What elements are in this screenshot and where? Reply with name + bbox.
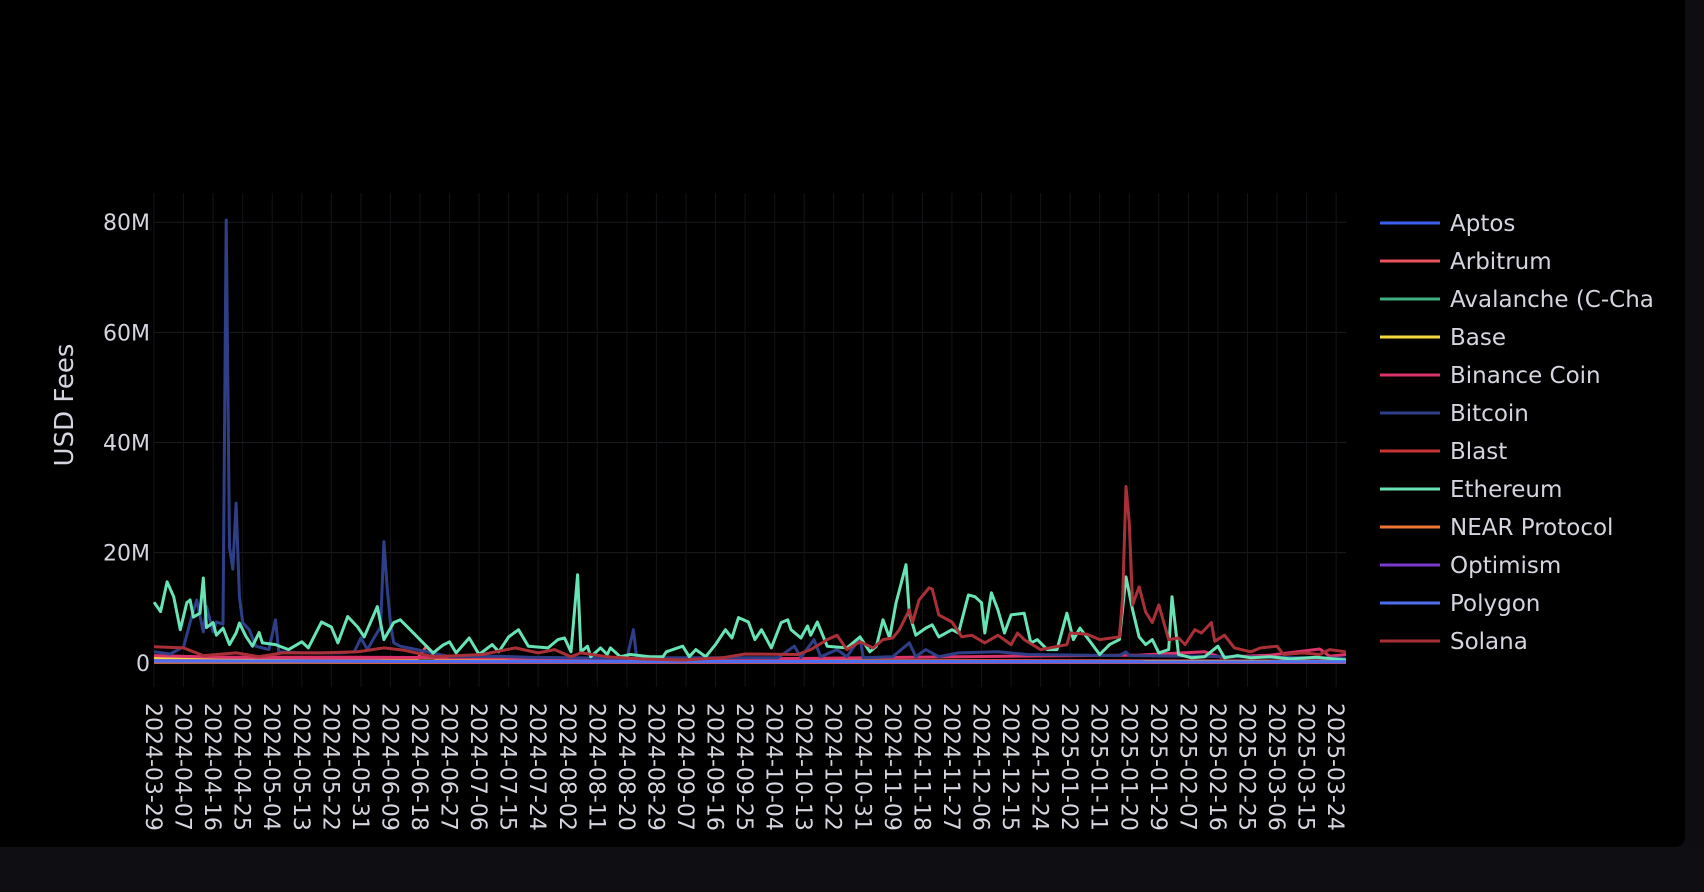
legend-item[interactable]: Solana <box>1380 629 1528 655</box>
series-line-ethereum <box>152 563 1347 662</box>
x-tick-label: 2024-05-13 <box>288 703 313 831</box>
x-tick-label: 2025-02-25 <box>1233 703 1258 831</box>
x-tick-label: 2025-03-24 <box>1322 703 1347 831</box>
x-tick-label: 2024-07-15 <box>495 703 520 831</box>
x-tick-label: 2024-07-06 <box>465 703 490 831</box>
legend-item[interactable]: Aptos <box>1380 211 1515 237</box>
legend-item[interactable]: Base <box>1380 325 1506 351</box>
legend-item[interactable]: Arbitrum <box>1380 249 1552 275</box>
series-lines <box>152 218 1347 664</box>
legend-label: Solana <box>1450 629 1528 655</box>
legend-label: Bitcoin <box>1450 401 1529 427</box>
y-tick-label: 40M <box>103 431 150 456</box>
legend: Aptos Arbitrum Avalanche (C-Cha Base Binance… <box>1380 211 1654 655</box>
x-tick-label: 2024-10-22 <box>820 703 845 831</box>
legend-item[interactable]: Avalanche (C-Cha <box>1380 287 1654 313</box>
series-line-polygon <box>153 659 1347 664</box>
bottom-bar <box>0 847 1704 892</box>
y-tick-label: 80M <box>103 211 150 236</box>
y-tick-label: 0 <box>136 652 150 677</box>
y-tick-label: 20M <box>103 542 150 567</box>
legend-label: Aptos <box>1450 211 1515 237</box>
y-tick-label: 60M <box>103 321 150 346</box>
y-axis-ticks: 0 20M 40M 60M 80M <box>103 211 150 677</box>
gridlines <box>153 193 1346 687</box>
legend-label: Base <box>1450 325 1506 351</box>
x-tick-label: 2024-08-11 <box>583 703 608 831</box>
legend-item[interactable]: Blast <box>1380 439 1507 465</box>
x-tick-label: 2024-04-25 <box>229 703 254 831</box>
x-tick-label: 2025-02-07 <box>1174 703 1199 831</box>
x-tick-label: 2025-02-16 <box>1204 703 1229 831</box>
legend-label: NEAR Protocol <box>1450 515 1613 541</box>
x-tick-label: 2025-03-06 <box>1263 703 1288 831</box>
x-tick-label: 2024-06-09 <box>376 703 401 831</box>
legend-label: Blast <box>1450 439 1507 465</box>
x-tick-label: 2024-04-07 <box>170 703 195 831</box>
x-tick-label: 2024-08-02 <box>554 703 579 831</box>
x-tick-label: 2024-06-18 <box>406 703 431 831</box>
legend-label: Polygon <box>1450 591 1540 617</box>
x-tick-label: 2024-09-16 <box>702 703 727 831</box>
x-tick-label: 2024-05-04 <box>258 703 283 831</box>
legend-item[interactable]: Bitcoin <box>1380 401 1529 427</box>
legend-item[interactable]: NEAR Protocol <box>1380 515 1613 541</box>
legend-item[interactable]: Optimism <box>1380 553 1561 579</box>
y-axis-title: USD Fees <box>50 344 80 467</box>
x-tick-label: 2024-12-24 <box>1027 703 1052 831</box>
legend-label: Avalanche (C-Cha <box>1450 287 1654 313</box>
legend-label: Ethereum <box>1450 477 1562 503</box>
x-tick-label: 2024-07-24 <box>524 703 549 831</box>
x-tick-label: 2024-12-06 <box>968 703 993 831</box>
x-tick-label: 2024-10-13 <box>790 703 815 831</box>
x-tick-label: 2024-11-09 <box>879 703 904 831</box>
x-tick-label: 2024-09-25 <box>731 703 756 831</box>
legend-label: Arbitrum <box>1450 249 1552 275</box>
x-axis-ticks: 2024-03-29 2024-04-07 2024-04-16 2024-04-25… <box>140 703 1347 831</box>
x-tick-label: 2024-04-16 <box>199 703 224 831</box>
x-tick-label: 2024-10-04 <box>761 703 786 831</box>
x-tick-label: 2025-03-15 <box>1293 703 1318 831</box>
x-tick-label: 2025-01-02 <box>1056 703 1081 831</box>
legend-item[interactable]: Binance Coin <box>1380 363 1601 389</box>
x-tick-label: 2025-01-29 <box>1145 703 1170 831</box>
x-tick-label: 2024-09-07 <box>672 703 697 831</box>
x-tick-label: 2024-10-31 <box>849 703 874 831</box>
legend-label: Binance Coin <box>1450 363 1601 389</box>
x-tick-label: 2025-01-11 <box>1086 703 1111 831</box>
x-tick-label: 2024-08-29 <box>642 703 667 831</box>
legend-item[interactable]: Polygon <box>1380 591 1540 617</box>
x-tick-label: 2024-11-18 <box>908 703 933 831</box>
x-tick-label: 2024-05-22 <box>317 703 342 831</box>
x-tick-label: 2024-08-20 <box>613 703 638 831</box>
chart-panel: 0 20M 40M 60M 80M 2024-03-29 2024-04-07 2024-0… <box>0 0 1685 847</box>
x-tick-label: 2024-03-29 <box>140 703 165 831</box>
legend-label: Optimism <box>1450 553 1561 579</box>
series-line-solana <box>153 485 1347 662</box>
series-line-bitcoin <box>153 218 1347 660</box>
x-tick-label: 2024-12-15 <box>997 703 1022 831</box>
x-tick-label: 2024-11-27 <box>938 703 963 831</box>
legend-item[interactable]: Ethereum <box>1380 477 1562 503</box>
x-tick-label: 2024-05-31 <box>347 703 372 831</box>
x-tick-label: 2024-06-27 <box>436 703 461 831</box>
x-tick-label: 2025-01-20 <box>1115 703 1140 831</box>
